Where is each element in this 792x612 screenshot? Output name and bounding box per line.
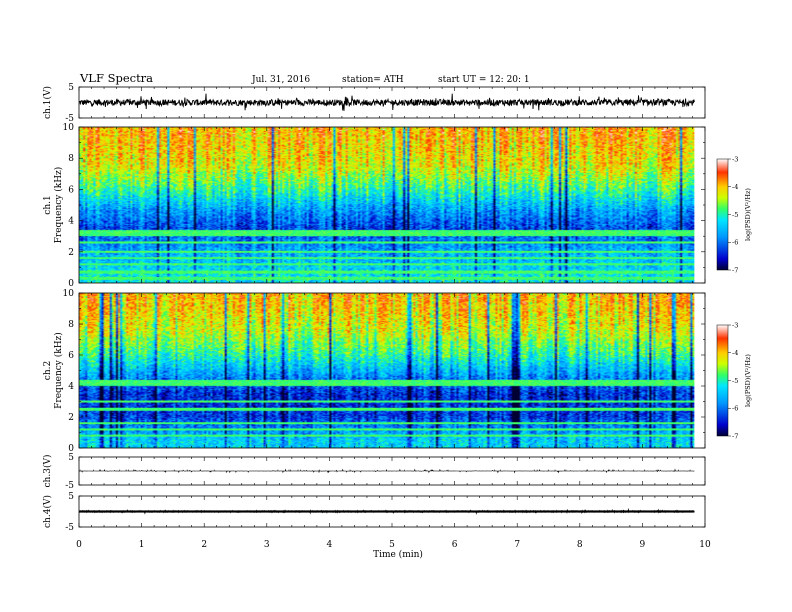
y-tick-label: 4 bbox=[68, 217, 74, 227]
x-tick-label: 5 bbox=[389, 540, 395, 550]
y-tick-label: 0 bbox=[68, 444, 74, 454]
colorbar-tick-label: -4 bbox=[732, 349, 738, 357]
x-tick-label: 10 bbox=[699, 540, 711, 550]
y-axis-label: ch.3(V) bbox=[42, 455, 53, 488]
y-tick-label: 10 bbox=[63, 289, 75, 299]
spectrogram-image bbox=[79, 293, 695, 448]
header-date: Jul. 31, 2016 bbox=[251, 75, 310, 85]
y-axis-label: ch.1(V) bbox=[42, 86, 53, 119]
x-tick-label: 9 bbox=[640, 540, 646, 550]
x-tick-label: 6 bbox=[452, 540, 458, 550]
y-tick-label: 5 bbox=[68, 453, 74, 463]
x-tick-label: 3 bbox=[264, 540, 270, 550]
y-axis-label-channel: ch.2 bbox=[43, 361, 53, 380]
x-axis-label: Time (min) bbox=[373, 549, 423, 560]
colorbar-tick-label: -5 bbox=[732, 377, 738, 385]
ch1-waveform-panel: 5 -5 ch.1(V) bbox=[42, 83, 706, 124]
ch1-spectrogram-panel: 0 2 4 6 8 10 ch.1 Frequency (kHz) bbox=[43, 123, 706, 289]
ch4-waveform-panel: 5 -5 ch.4(V) bbox=[42, 492, 706, 533]
header-station: station= ATH bbox=[342, 75, 404, 85]
y-tick-label: -5 bbox=[65, 523, 74, 533]
y-tick-label: 8 bbox=[68, 320, 74, 330]
x-tick-label: 1 bbox=[139, 540, 145, 550]
y-axis-label-frequency: Frequency (kHz) bbox=[53, 167, 64, 244]
y-tick-label: 6 bbox=[68, 185, 74, 195]
colorbar-tick-label: -7 bbox=[732, 432, 738, 440]
ch2-spectrogram-panel: 0 2 4 6 8 10 ch.2 Frequency (kHz) bbox=[43, 289, 706, 454]
y-tick-label: 10 bbox=[63, 123, 75, 133]
ch3-waveform-panel: 5 -5 ch.3(V) bbox=[42, 453, 706, 491]
time-x-axis: 0 1 2 3 4 5 6 7 8 9 10 bbox=[76, 540, 711, 550]
colorbar-tick-label: -4 bbox=[732, 183, 738, 191]
colorbar-tick-label: -7 bbox=[732, 266, 738, 274]
spectrogram-image bbox=[79, 127, 695, 283]
y-tick-label: 6 bbox=[68, 351, 74, 361]
y-tick-label: 5 bbox=[68, 492, 74, 502]
waveform-trace bbox=[78, 93, 695, 111]
y-tick-label: 5 bbox=[68, 83, 74, 93]
colorbar-label: log(PSD)(V²/Hz) bbox=[744, 188, 752, 241]
x-tick-label: 0 bbox=[76, 540, 82, 550]
y-axis-label: ch.4(V) bbox=[42, 495, 53, 528]
x-tick-label: 2 bbox=[201, 540, 207, 550]
y-tick-label: -5 bbox=[65, 114, 74, 124]
colorbar-tick-label: -5 bbox=[732, 211, 738, 219]
y-axis-label-channel: ch.1 bbox=[43, 195, 53, 214]
colorbar-tick-label: -3 bbox=[732, 155, 738, 163]
x-tick-label: 8 bbox=[577, 540, 583, 550]
colorbar-gradient bbox=[716, 158, 729, 271]
header-start-time: start UT = 12: 20: 1 bbox=[438, 75, 530, 85]
y-tick-label: 2 bbox=[68, 413, 74, 423]
y-axis-label-frequency: Frequency (kHz) bbox=[53, 332, 64, 409]
ch1-colorbar: -3 -4 -5 -6 -7 log(PSD)(V²/Hz) bbox=[716, 155, 752, 274]
figure-title: VLF Spectra bbox=[79, 71, 153, 85]
colorbar-label: log(PSD)(V²/Hz) bbox=[744, 354, 752, 407]
colorbar-gradient bbox=[716, 324, 729, 437]
ch2-colorbar: -3 -4 -5 -6 -7 log(PSD)(V²/Hz) bbox=[716, 321, 752, 440]
y-tick-label: 4 bbox=[68, 382, 74, 392]
y-tick-label: 8 bbox=[68, 154, 74, 164]
x-tick-label: 4 bbox=[327, 540, 333, 550]
colorbar-tick-label: -6 bbox=[732, 405, 738, 413]
y-tick-label: 0 bbox=[68, 279, 74, 289]
colorbar-tick-label: -3 bbox=[732, 321, 738, 329]
x-tick-label: 7 bbox=[514, 540, 520, 550]
y-tick-label: -5 bbox=[65, 481, 74, 491]
waveform-band bbox=[79, 510, 695, 513]
y-tick-label: 2 bbox=[68, 248, 74, 258]
colorbar-tick-label: -6 bbox=[732, 239, 738, 247]
